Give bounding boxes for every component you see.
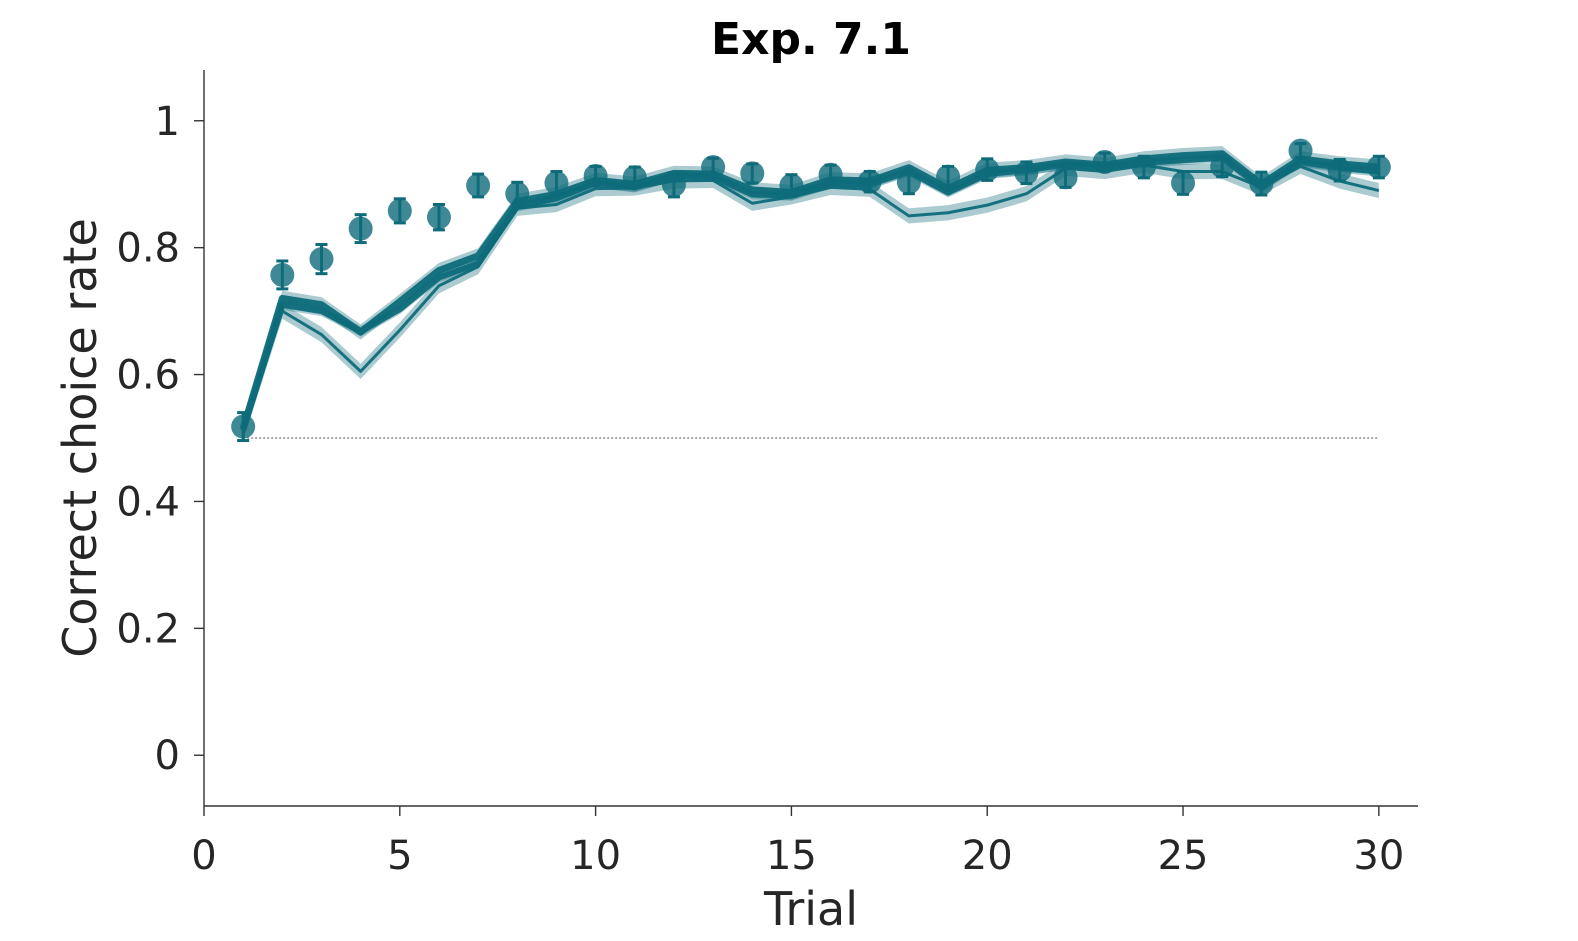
y-tick-label: 0 [155, 733, 180, 779]
model-lines [239, 150, 1380, 434]
x-tick-label: 30 [1353, 833, 1404, 879]
x-tick-label: 10 [570, 833, 621, 879]
x-tick-label: 0 [191, 833, 216, 879]
x-ticks: 0 5 10 15 20 25 30 [191, 806, 1404, 879]
y-tick-label: 0.6 [116, 353, 180, 399]
series-3-line [241, 163, 1380, 434]
x-tick-label: 25 [1158, 833, 1209, 879]
chart-title: Exp. 7.1 [711, 14, 911, 65]
x-tick-label: 15 [766, 833, 817, 879]
x-tick-label: 20 [962, 833, 1013, 879]
y-tick-label: 0.8 [116, 226, 180, 272]
x-axis-label: Trial [763, 882, 858, 936]
y-tick-label: 0.4 [116, 479, 180, 525]
y-tick-label: 0.2 [116, 606, 180, 652]
y-tick-label: 1 [155, 99, 180, 145]
series-1-line [239, 150, 1380, 430]
y-ticks: 0 0.2 0.4 0.6 0.8 1 [116, 99, 204, 779]
plot-area [231, 138, 1391, 443]
data-points [231, 138, 1391, 443]
y-axis-label: Correct choice rate [53, 218, 107, 658]
series-2-line [240, 154, 1380, 432]
x-tick-label: 5 [387, 833, 412, 879]
